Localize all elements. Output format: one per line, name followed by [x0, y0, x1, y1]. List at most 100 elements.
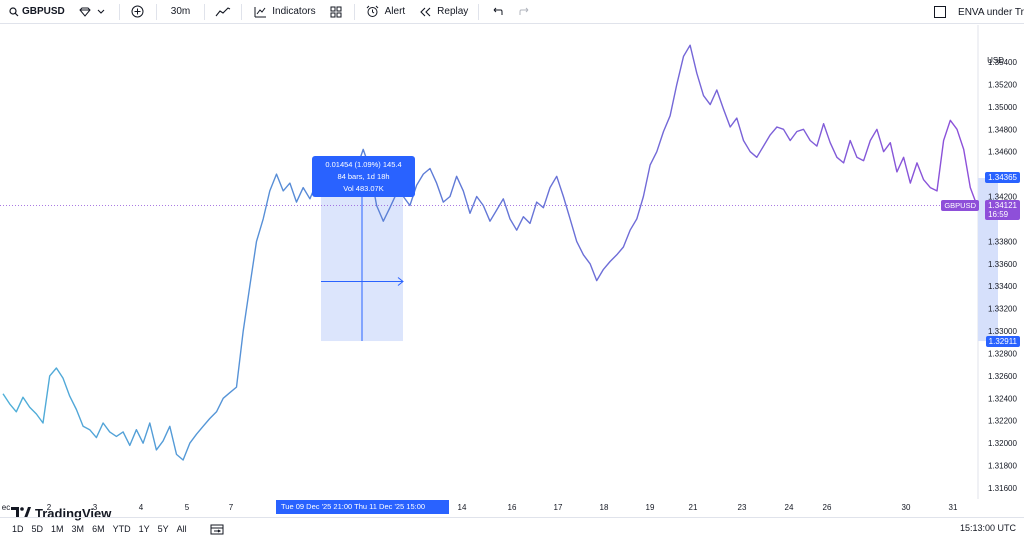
price-chart[interactable]: 1.35400 1.35200 1.35000 1.34800 1.34600 1.342…: [0, 25, 1024, 499]
range-button-5d[interactable]: 5D: [31, 523, 44, 534]
price-tick-label: 1.35200: [988, 80, 1017, 89]
replay-label: Replay: [437, 6, 469, 17]
replay-button[interactable]: Replay: [411, 0, 474, 24]
symbol-type-dropdown[interactable]: [71, 0, 115, 24]
range-button-1m[interactable]: 1M: [51, 523, 64, 534]
bottom-bar: 1D 5D 1M 3M 6M YTD 1Y 5Y All 15:13:00 UTC: [0, 517, 1024, 539]
divider: [118, 3, 120, 20]
price-tick-label: 1.32600: [988, 372, 1017, 381]
time-tick: 26: [822, 503, 832, 512]
tradingview-mark-icon: [11, 506, 31, 521]
time-tick: 3: [92, 503, 98, 512]
price-series-line: [2, 44, 978, 461]
price-tick-label: 1.34600: [988, 148, 1017, 157]
search-icon: [6, 4, 22, 20]
range-button-all[interactable]: All: [176, 523, 187, 534]
indicators-label: Indicators: [272, 6, 316, 17]
time-tick: ec: [1, 503, 11, 512]
redo-button[interactable]: [511, 0, 539, 24]
time-tick: 2: [46, 503, 52, 512]
time-tick: 24: [784, 503, 794, 512]
price-tick-label: 1.35400: [988, 58, 1017, 67]
measure-arrow-right: [397, 277, 404, 286]
toolbar-right: ENVA under Tr: [932, 0, 1024, 24]
time-tick: 17: [553, 503, 563, 512]
range-buttons: 1D 5D 1M 3M 6M YTD 1Y 5Y All: [0, 524, 191, 534]
divider: [241, 3, 243, 20]
price-tick-label: 1.32200: [988, 417, 1017, 426]
price-tick-label: 1.32400: [988, 394, 1017, 403]
gem-icon: [77, 4, 93, 20]
time-tick: 7: [228, 503, 234, 512]
alarm-clock-icon: [365, 4, 381, 20]
line-chart-icon: [215, 4, 231, 20]
divider: [155, 3, 157, 20]
time-tick: 21: [688, 503, 698, 512]
top-toolbar: GBPUSD 30m Indicators: [0, 0, 1024, 24]
divider: [353, 3, 355, 20]
checkbox-icon[interactable]: [932, 4, 948, 20]
price-tick-label: 1.33800: [988, 237, 1017, 246]
chart-type-button[interactable]: [209, 0, 237, 24]
layouts-button[interactable]: [322, 0, 350, 24]
measure-volume: Vol 483.07K: [343, 184, 384, 193]
rewind-icon: [417, 4, 433, 20]
time-tick: 5: [184, 503, 190, 512]
range-button-5y[interactable]: 5Y: [157, 523, 169, 534]
range-button-1d[interactable]: 1D: [12, 523, 24, 534]
countdown-value: 16:59: [988, 210, 1009, 219]
time-tick: 4: [138, 503, 144, 512]
time-tick: 19: [645, 503, 655, 512]
divider: [204, 3, 206, 20]
price-tick-label: 1.32800: [988, 349, 1017, 358]
measure-change: 0.01454 (1.09%) 145.4: [325, 160, 402, 169]
date-range-icon[interactable]: [209, 521, 225, 537]
time-tick: 18: [599, 503, 609, 512]
range-button-ytd[interactable]: YTD: [112, 523, 131, 534]
price-tick-label: 1.35000: [988, 103, 1017, 112]
indicators-button[interactable]: Indicators: [246, 0, 321, 24]
interval-label: 30m: [170, 6, 191, 17]
price-tag-top: 1.34365: [985, 172, 1020, 183]
range-button-1y[interactable]: 1Y: [138, 523, 150, 534]
measure-bars: 84 bars, 1d 18h: [337, 172, 390, 181]
symbol-search[interactable]: GBPUSD: [0, 0, 71, 24]
price-tick-label: 1.33400: [988, 282, 1017, 291]
time-tick: 31: [948, 503, 958, 512]
chevron-down-icon: [93, 4, 109, 20]
undo-icon: [489, 4, 505, 20]
price-axis[interactable]: [998, 50, 1024, 524]
price-tick-label: 1.34200: [988, 193, 1017, 202]
alert-label: Alert: [384, 6, 406, 17]
time-tick: 30: [901, 503, 911, 512]
compare-button[interactable]: [124, 0, 152, 24]
measure-tooltip: 0.01454 (1.09%) 145.4 84 bars, 1d 18h Vo…: [312, 156, 415, 197]
range-button-3m[interactable]: 3M: [71, 523, 85, 534]
indicators-icon: [252, 4, 268, 20]
currency-label[interactable]: USD: [987, 56, 1004, 65]
redo-icon: [517, 4, 533, 20]
time-axis[interactable]: Tue 09 Dec '25 21:00 Thu 11 Dec '25 15:0…: [0, 499, 1024, 515]
price-tick-label: 1.33000: [988, 327, 1017, 336]
chart-pane[interactable]: 1.35400 1.35200 1.35000 1.34800 1.34600 1.342…: [0, 25, 1024, 521]
price-tick-label: 1.31800: [988, 462, 1017, 471]
price-tick-label: 1.32000: [988, 439, 1017, 448]
symbol-label: GBPUSD: [22, 6, 65, 17]
plus-circle-icon: [130, 4, 146, 20]
last-price-tag: 1.34121 16:59: [985, 200, 1020, 220]
price-tick-label: 1.34800: [988, 125, 1017, 134]
alert-button[interactable]: Alert: [359, 0, 412, 24]
utc-clock[interactable]: 15:13:00 UTC: [959, 523, 1016, 533]
symbol-tag: GBPUSD: [941, 200, 979, 211]
watchlist-label[interactable]: ENVA under Tr: [958, 6, 1024, 18]
price-tick-label: 1.31600: [988, 484, 1017, 493]
price-tick-label: 1.33600: [988, 260, 1017, 269]
time-tick: 14: [457, 503, 467, 512]
range-button-6m[interactable]: 6M: [92, 523, 105, 534]
last-price-value: 1.34121: [988, 201, 1017, 210]
price-tag-bottom: 1.32911: [985, 336, 1020, 347]
time-tick: 23: [737, 503, 747, 512]
price-tick-label: 1.33200: [988, 305, 1017, 314]
undo-button[interactable]: [483, 0, 511, 24]
interval-button[interactable]: 30m: [161, 0, 200, 24]
